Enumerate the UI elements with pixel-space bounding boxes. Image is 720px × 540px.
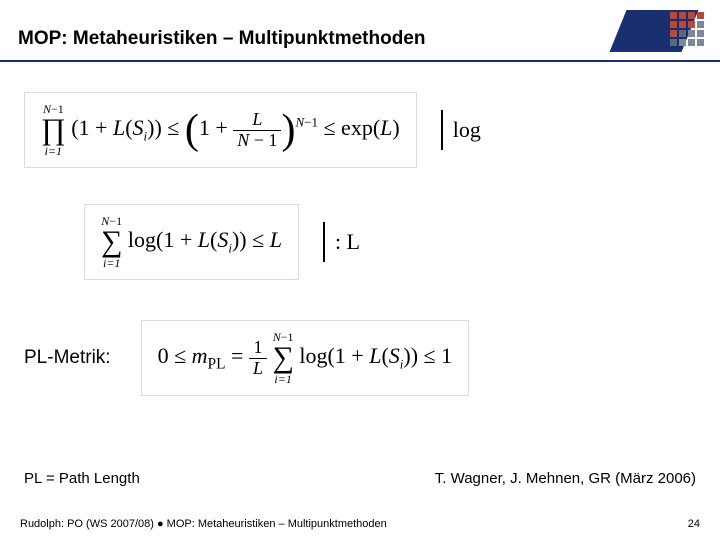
formula-row-2: N−1∑i=1 log(1 + L(Si)) ≤ L : L (84, 204, 696, 280)
logo (618, 10, 706, 54)
operation-2-label: : L (335, 229, 360, 255)
formula-box-3: 0 ≤ mPL = 1L N−1∑i=1 log(1 + L(Si)) ≤ 1 (141, 320, 470, 396)
formula-box-2: N−1∑i=1 log(1 + L(Si)) ≤ L (84, 204, 299, 280)
slide-header: MOP: Metaheuristiken – Multipunktmethode… (0, 0, 720, 62)
formula-box-1: N−1∏i=1 (1 + L(Si)) ≤ (1 + LN − 1)N−1 ≤ … (24, 92, 417, 168)
formula-3: 0 ≤ mPL = 1L N−1∑i=1 log(1 + L(Si)) ≤ 1 (158, 343, 453, 368)
footer: Rudolph: PO (WS 2007/08) ● MOP: Metaheur… (0, 518, 720, 530)
metric-row: PL-Metrik: 0 ≤ mPL = 1L N−1∑i=1 log(1 + … (24, 320, 696, 396)
operation-2: : L (323, 222, 360, 262)
formula-2: N−1∑i=1 log(1 + L(Si)) ≤ L (101, 227, 282, 252)
footer-page: 24 (688, 518, 700, 530)
logo-grid (670, 12, 704, 46)
formula-1: N−1∏i=1 (1 + L(Si)) ≤ (1 + LN − 1)N−1 ≤ … (41, 115, 400, 140)
note-right: T. Wagner, J. Mehnen, GR (März 2006) (435, 470, 696, 487)
note-left: PL = Path Length (24, 470, 140, 487)
content-area: N−1∏i=1 (1 + L(Si)) ≤ (1 + LN − 1)N−1 ≤ … (0, 62, 720, 396)
notes-row: PL = Path Length T. Wagner, J. Mehnen, G… (24, 470, 696, 487)
operation-1-label: log (453, 117, 481, 143)
formula-row-1: N−1∏i=1 (1 + L(Si)) ≤ (1 + LN − 1)N−1 ≤ … (24, 92, 696, 168)
operation-1: log (441, 110, 481, 150)
footer-left: Rudolph: PO (WS 2007/08) ● MOP: Metaheur… (20, 518, 387, 530)
metric-label: PL-Metrik: (24, 347, 111, 369)
slide-title: MOP: Metaheuristiken – Multipunktmethode… (18, 28, 425, 50)
